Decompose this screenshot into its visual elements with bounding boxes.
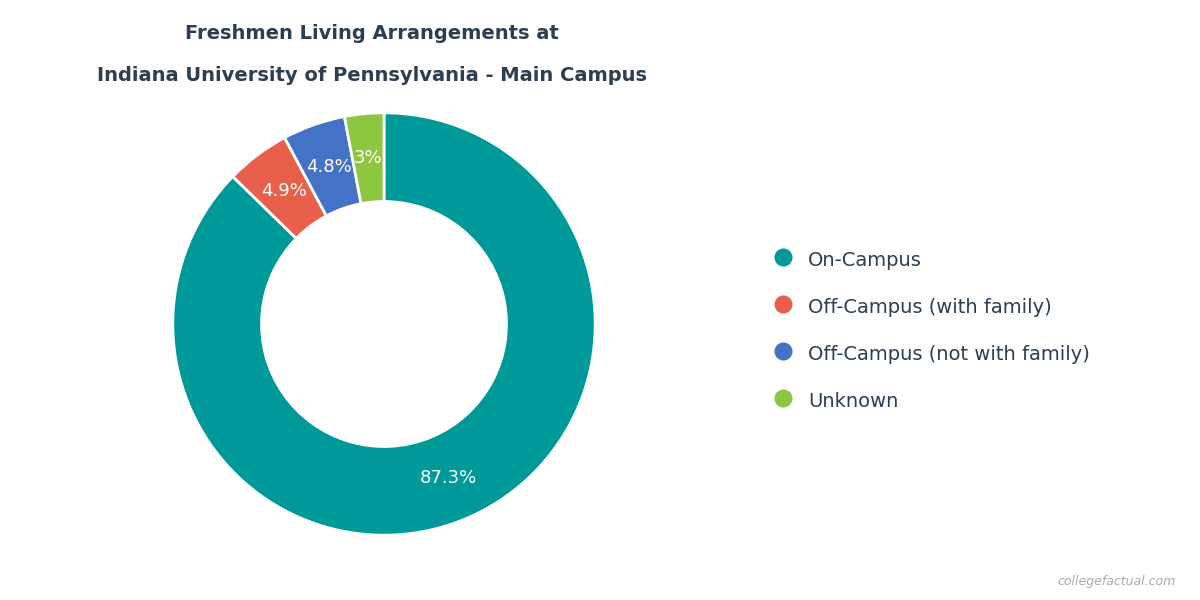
- Text: Indiana University of Pennsylvania - Main Campus: Indiana University of Pennsylvania - Mai…: [97, 66, 647, 85]
- Text: 4.8%: 4.8%: [306, 158, 352, 176]
- Text: collegefactual.com: collegefactual.com: [1057, 575, 1176, 588]
- Text: Freshmen Living Arrangements at: Freshmen Living Arrangements at: [185, 24, 559, 43]
- Wedge shape: [284, 116, 361, 216]
- Wedge shape: [344, 113, 384, 203]
- Text: 4.9%: 4.9%: [260, 182, 307, 200]
- Text: 3%: 3%: [354, 149, 383, 167]
- Wedge shape: [233, 137, 326, 238]
- Legend: On-Campus, Off-Campus (with family), Off-Campus (not with family), Unknown: On-Campus, Off-Campus (with family), Off…: [754, 228, 1110, 432]
- Text: 87.3%: 87.3%: [420, 469, 478, 487]
- Wedge shape: [173, 113, 595, 535]
